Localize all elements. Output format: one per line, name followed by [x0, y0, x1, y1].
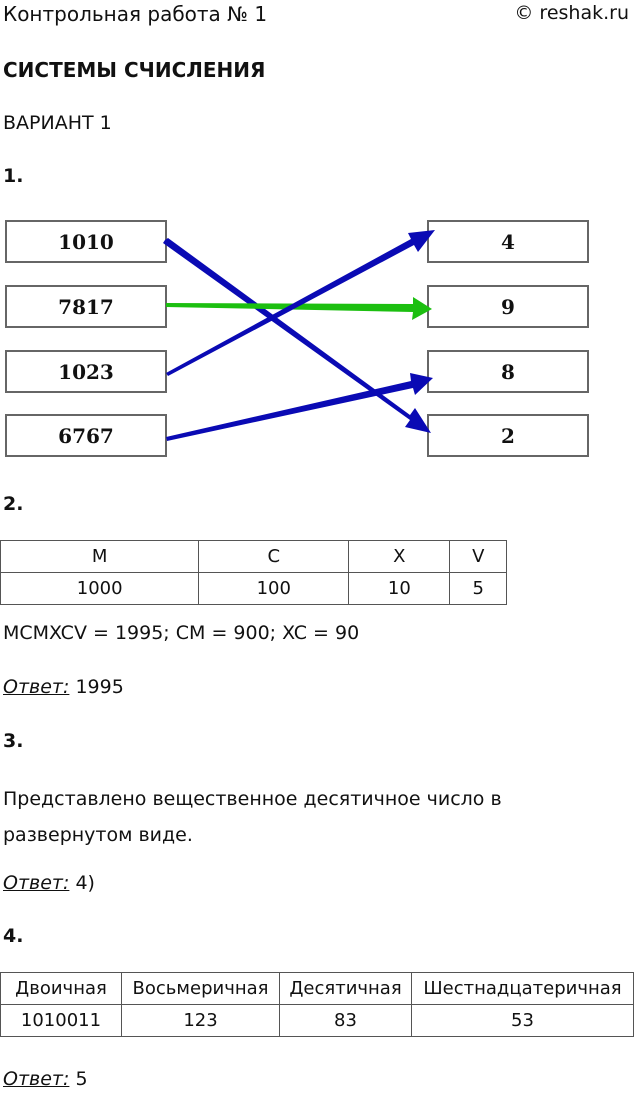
- header-cell: V: [449, 540, 507, 573]
- left-box-2: 7817: [5, 285, 167, 328]
- matching-arrows: [163, 230, 435, 441]
- left-box-1: 1010: [5, 220, 167, 263]
- value-cell: 1010011: [0, 1004, 122, 1037]
- left-box-3: 1023: [5, 350, 167, 393]
- arrow-1010-to-2: [163, 238, 431, 433]
- copyright: © reshak.ru: [514, 2, 629, 24]
- value-cell: 5: [449, 572, 507, 605]
- value-cell: 53: [411, 1004, 634, 1037]
- task3-text: Представлено вещественное десятичное чис…: [3, 788, 502, 846]
- value-cell: 1000: [0, 572, 200, 605]
- answer-label: Ответ:: [3, 676, 70, 698]
- answer-label: Ответ:: [3, 1068, 70, 1090]
- header-cell: C: [198, 540, 350, 573]
- variant-label: ВАРИАНТ 1: [3, 112, 112, 134]
- number-systems-table: Двоичная Восьмеричная Десятичная Шестнадцат…: [0, 972, 634, 1037]
- header-cell: Шестнадцатеричная: [411, 972, 634, 1005]
- header-cell: Десятичная: [279, 972, 412, 1005]
- right-box-1: 4: [427, 220, 589, 263]
- answer-value: 1995: [75, 676, 124, 698]
- answer-value: 5: [75, 1068, 88, 1090]
- left-box-4: 6767: [5, 414, 167, 457]
- arrow-6767-to-8: [166, 373, 433, 441]
- right-box-4: 2: [427, 414, 589, 457]
- value-cell: 100: [198, 572, 350, 605]
- section-heading: СИСТЕМЫ СЧИСЛЕНИЯ: [3, 58, 266, 82]
- arrow-1023-to-4: [166, 230, 435, 376]
- header-cell: M: [0, 540, 200, 573]
- header-cell: Двоичная: [0, 972, 122, 1005]
- answer-label: Ответ:: [3, 872, 70, 894]
- value-cell: 83: [279, 1004, 412, 1037]
- value-cell: 123: [121, 1004, 280, 1037]
- task2-note: MCMXCV = 1995; CM = 900; XC = 90: [3, 622, 360, 644]
- arrow-7817-to-9: [166, 297, 432, 320]
- page-title: Контрольная работа № 1: [3, 2, 268, 26]
- header-cell: Восьмеричная: [121, 972, 280, 1005]
- task1-number: 1.: [3, 165, 24, 187]
- right-box-3: 8: [427, 350, 589, 393]
- value-cell: 10: [348, 572, 451, 605]
- answer-value: 4): [75, 872, 95, 894]
- task2-number: 2.: [3, 493, 24, 515]
- task4-number: 4.: [3, 925, 24, 947]
- header-cell: X: [348, 540, 451, 573]
- task3-number: 3.: [3, 730, 24, 752]
